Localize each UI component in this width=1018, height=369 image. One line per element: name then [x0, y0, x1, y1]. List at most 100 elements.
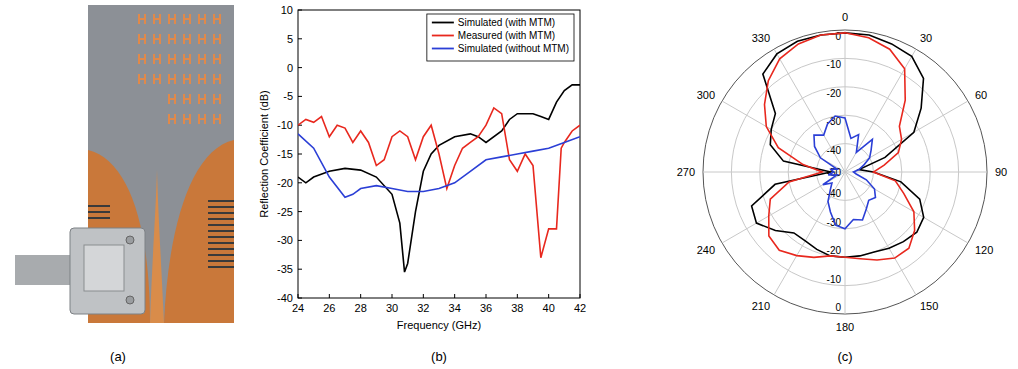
unit-cell: [213, 118, 221, 120]
x-tick-label: 38: [511, 302, 523, 314]
slot: [208, 212, 234, 214]
legend-label: Simulated (with MTM): [458, 17, 555, 28]
y-tick-label: -15: [277, 148, 293, 160]
unit-cell: [183, 38, 191, 40]
unit-cell: [198, 78, 206, 80]
x-tick: [392, 294, 393, 298]
radial-label: -10: [827, 274, 842, 285]
unit-cell: [183, 18, 191, 20]
unit-cell: [153, 58, 161, 60]
y-tick-label: -20: [277, 177, 293, 189]
angular-grid: [845, 172, 987, 173]
legend-swatch: [432, 22, 454, 24]
polar-series-group: [752, 33, 924, 260]
antenna-photo: [15, 5, 234, 323]
y-tick-label: 10: [281, 4, 293, 16]
unit-cell: [213, 98, 221, 100]
slot: [208, 224, 234, 226]
legend: Simulated (with MTM) Measured (with MTM) S…: [427, 14, 574, 61]
unit-cell: [198, 118, 206, 120]
angular-grid: [774, 49, 845, 172]
y-tick-label: 0: [287, 62, 293, 74]
y-tick: [298, 269, 302, 270]
x-tick-label: 26: [323, 302, 335, 314]
panel-label: (a): [110, 349, 126, 364]
slot: [88, 217, 110, 219]
y-tick: [298, 38, 302, 39]
y-axis-title: Reflection Coefficient (dB): [258, 90, 270, 218]
slot: [208, 260, 234, 262]
ground-right: [164, 140, 234, 323]
angular-grid: [845, 172, 846, 314]
unit-cell: [198, 18, 206, 20]
unit-cell: [153, 38, 161, 40]
y-tick: [298, 67, 302, 68]
panel-label: (b): [431, 349, 447, 364]
legend-swatch: [432, 48, 454, 50]
pattern-line: [814, 116, 875, 229]
angle-label: 60: [975, 89, 987, 101]
angular-grid: [774, 172, 845, 295]
y-tick: [298, 154, 302, 155]
y-tick-label: -30: [277, 234, 293, 246]
unit-cell: [168, 78, 176, 80]
unit-cell: [213, 18, 221, 20]
unit-cell: [198, 58, 206, 60]
connector-flange: [70, 228, 145, 314]
unit-cell: [183, 98, 191, 100]
slot: [88, 211, 110, 213]
angle-label: 90: [995, 166, 1007, 178]
unit-cell: [183, 118, 191, 120]
angle-label: 180: [836, 321, 854, 333]
angle-label: 300: [697, 89, 715, 101]
legend-label: Simulated (without MTM): [458, 43, 569, 54]
unit-cell: [198, 38, 206, 40]
unit-cell: [153, 78, 161, 80]
polar-chart: 0306090120150180210240270300330-50-40-40…: [677, 11, 1008, 333]
line-chart: 24262830323436384042-40-35-30-25-20-15-1…: [258, 4, 586, 331]
y-tick: [298, 96, 302, 97]
screw: [126, 236, 134, 244]
slot: [208, 236, 234, 238]
series-group: [298, 85, 580, 272]
slot: [208, 218, 234, 220]
unit-cell: [138, 18, 146, 20]
radial-label: -20: [827, 88, 842, 99]
x-tick-label: 24: [292, 302, 304, 314]
unit-cell: [138, 78, 146, 80]
y-tick-label: -25: [277, 206, 293, 218]
angular-grid: [845, 101, 968, 172]
radial-grid: [703, 30, 987, 314]
angle-label: 120: [975, 244, 993, 256]
unit-cell: [213, 78, 221, 80]
legend-box: [427, 14, 574, 61]
slot: [208, 206, 234, 208]
connector-clamp: [84, 245, 124, 291]
radial-label: 0: [835, 302, 841, 313]
unit-cell: [153, 18, 161, 20]
y-tick-label: -5: [283, 90, 293, 102]
legend-label: Measured (with MTM): [458, 30, 555, 41]
y-tick: [298, 182, 302, 183]
y-tick-label: -35: [277, 263, 293, 275]
slot: [208, 242, 234, 244]
angular-grid: [845, 30, 846, 172]
screw: [126, 296, 134, 304]
feed: [150, 170, 164, 323]
unit-cell: [183, 58, 191, 60]
series-line: [298, 134, 580, 197]
unit-cell: [168, 18, 176, 20]
figure: 24262830323436384042-40-35-30-25-20-15-1…: [0, 0, 1018, 369]
angular-grid: [845, 172, 968, 243]
plot-frame: [298, 10, 580, 298]
angle-label: 210: [752, 300, 770, 312]
connector-body: [15, 255, 75, 285]
legend-swatch: [432, 35, 454, 37]
radial-label: -40: [827, 145, 842, 156]
y-tick-label: -40: [277, 292, 293, 304]
angle-label: 270: [677, 166, 695, 178]
x-tick: [360, 294, 361, 298]
unit-cell: [168, 58, 176, 60]
slot: [208, 200, 234, 202]
unit-cell: [213, 58, 221, 60]
